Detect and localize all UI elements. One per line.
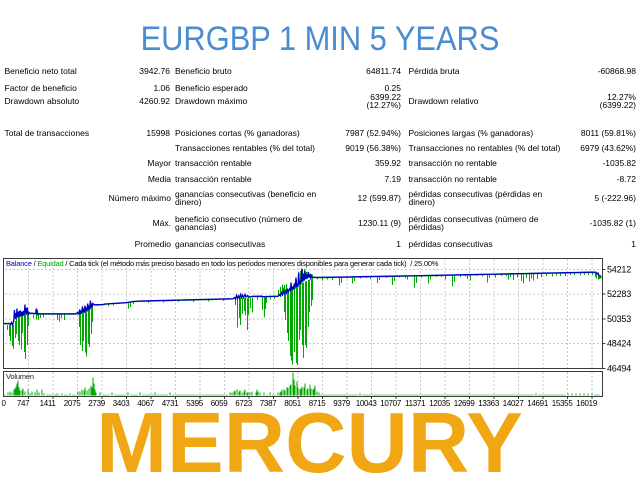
svg-text:52283: 52283 [607,289,631,299]
svg-text:14027: 14027 [503,399,525,408]
svg-text:6723: 6723 [235,399,252,408]
svg-text:8051: 8051 [284,399,301,408]
svg-text:50353: 50353 [607,314,631,324]
svg-text:0: 0 [2,399,7,408]
svg-text:9379: 9379 [333,399,350,408]
svg-text:7387: 7387 [260,399,277,408]
svg-text:48424: 48424 [607,339,631,349]
svg-text:12699: 12699 [454,399,476,408]
svg-text:15355: 15355 [552,399,574,408]
svg-text:12035: 12035 [429,399,451,408]
svg-text:8715: 8715 [309,399,326,408]
svg-text:3403: 3403 [113,399,130,408]
svg-text:46494: 46494 [607,363,631,373]
svg-text:14691: 14691 [527,399,549,408]
svg-text:6059: 6059 [211,399,228,408]
svg-text:1411: 1411 [40,399,57,408]
svg-text:4731: 4731 [162,399,179,408]
svg-text:13363: 13363 [478,399,500,408]
svg-text:10707: 10707 [380,399,402,408]
svg-text:747: 747 [17,399,30,408]
svg-text:4067: 4067 [137,399,154,408]
svg-text:16019: 16019 [576,399,598,408]
svg-text:2739: 2739 [88,399,105,408]
svg-text:10043: 10043 [356,399,378,408]
svg-text:11371: 11371 [405,399,426,408]
svg-text:2075: 2075 [64,399,81,408]
svg-text:54212: 54212 [607,265,631,275]
svg-text:5395: 5395 [186,399,203,408]
